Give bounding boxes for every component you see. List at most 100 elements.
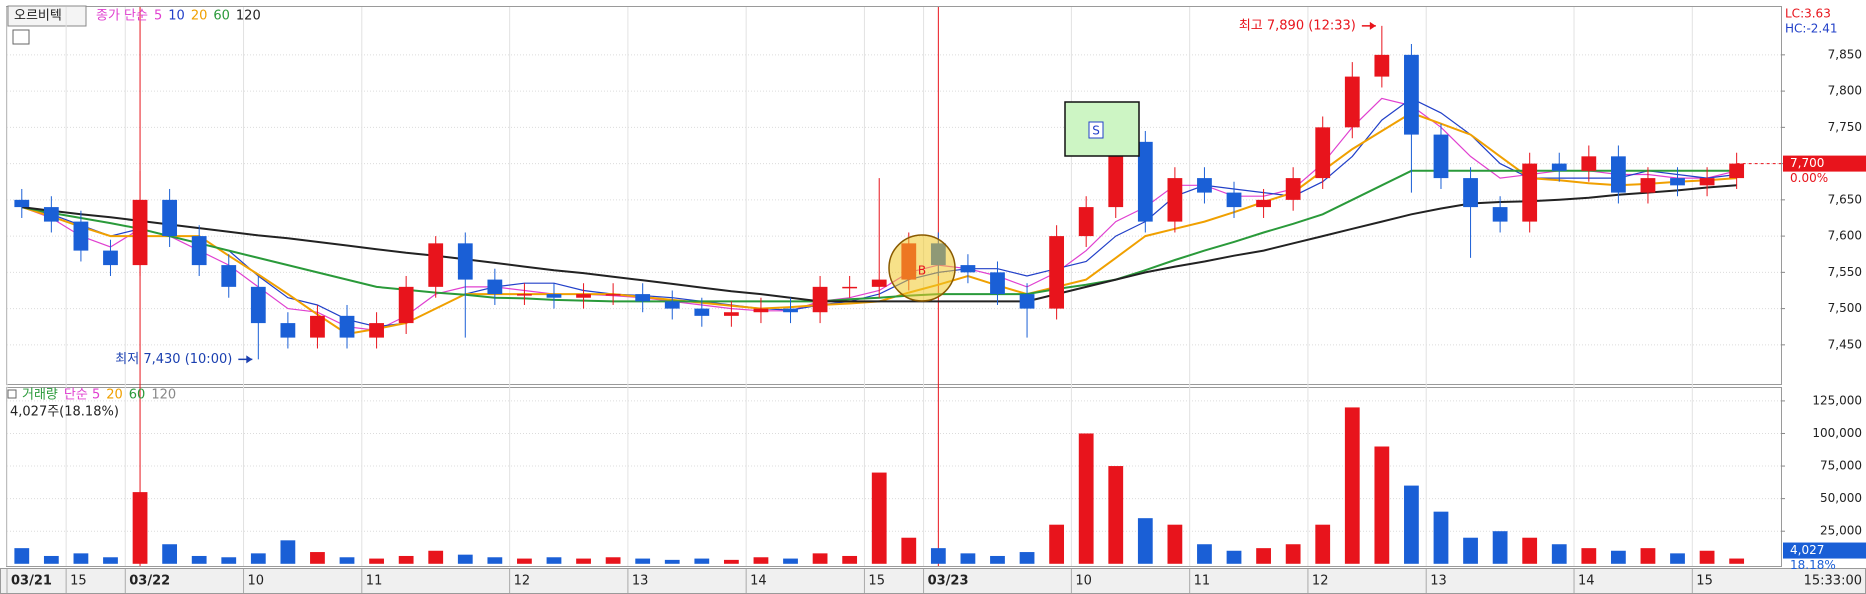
volume-bar (398, 555, 414, 564)
volume-bar (339, 557, 355, 564)
annotation: 최저 7,430 (10:00) (115, 352, 232, 367)
volume-bar (1670, 553, 1685, 564)
annotation: 최고 7,890 (12:33) (1239, 18, 1356, 33)
candle-body (1581, 156, 1597, 171)
candle-body (871, 279, 887, 287)
volume-bar (1167, 524, 1183, 564)
volume-bar (1374, 446, 1390, 564)
legend-item: 120 (236, 9, 261, 24)
grid-toggle[interactable] (12, 29, 30, 45)
legend-item: 20 (106, 388, 123, 403)
x-tick-label: 15 (1696, 574, 1713, 589)
legend-item: 120 (151, 388, 176, 403)
candle-body (1610, 156, 1626, 193)
candle-body (1404, 54, 1419, 135)
buy-signal: B (918, 264, 926, 278)
volume-bar (1581, 548, 1597, 564)
candle-body (694, 308, 710, 316)
volume-bar (1256, 548, 1271, 564)
stock-name[interactable]: 오르비텍 (14, 9, 62, 24)
volume-bar (1226, 550, 1242, 564)
candle-body (103, 250, 118, 266)
x-tick-label: 12 (1312, 574, 1329, 589)
candle-body (753, 308, 769, 313)
legend-item: 단순 5 (64, 388, 100, 403)
volume-bar (1522, 537, 1538, 564)
x-tick-label: 10 (1075, 574, 1092, 589)
volume-bar (1137, 518, 1153, 564)
volume-bar (280, 540, 296, 564)
candle-body (1078, 207, 1094, 237)
candle-body (280, 323, 296, 338)
y-tick-label: 100,000 (1812, 426, 1862, 440)
volume-bar (871, 472, 887, 564)
volume-bar (1729, 558, 1745, 564)
y-tick-label: 75,000 (1820, 459, 1862, 473)
x-tick-label: 15 (868, 574, 885, 589)
volume-bar (1433, 511, 1449, 564)
volume-bar (457, 554, 473, 564)
legend-item: 종가 단순 (96, 9, 148, 24)
volume-summary: 4,027주(18.18%) (10, 405, 119, 420)
y-tick-label: 7,600 (1828, 229, 1862, 243)
candle-body (1285, 178, 1301, 200)
x-tick-label: 13 (1430, 574, 1447, 589)
candle-body (1729, 163, 1745, 179)
time-axis (0, 568, 1866, 594)
candle-body (132, 199, 148, 266)
volume-bar (723, 559, 739, 564)
candle-body (1670, 178, 1685, 186)
candle-body (664, 301, 680, 309)
candle-body (842, 286, 858, 289)
candle-body (960, 265, 976, 273)
x-tick-label: 14 (1578, 574, 1595, 589)
volume-bar (1640, 548, 1656, 564)
candle-body (605, 294, 621, 296)
y-tick-label: 25,000 (1820, 524, 1862, 538)
last-volume-tag (1783, 542, 1866, 559)
candle-body (517, 294, 532, 296)
volume-bar (103, 557, 118, 564)
candle-body (73, 221, 89, 251)
candle-body (1019, 294, 1035, 309)
x-tick-label: 10 (248, 574, 265, 589)
y-tick-label: 7,550 (1828, 265, 1862, 279)
candle-body (14, 199, 30, 208)
y-tick-label: 7,450 (1828, 337, 1862, 351)
change-label: 0.00% (1790, 171, 1828, 185)
candle-body (250, 286, 266, 324)
arrow-head (1369, 21, 1376, 30)
candle-body (1315, 127, 1331, 179)
volume-bar (162, 544, 178, 564)
volume-bar (221, 557, 237, 564)
x-tick-label: 03/22 (129, 574, 170, 589)
y-tick-label: 7,800 (1828, 84, 1862, 98)
y-tick-label: 7,650 (1828, 192, 1862, 206)
candle-body (1344, 76, 1360, 128)
legend-item: 60 (213, 9, 230, 24)
volume-bar (753, 557, 769, 564)
volume-bar (1492, 531, 1508, 564)
buy-signal-circle (888, 234, 956, 302)
volume-bar (1285, 544, 1301, 564)
volume-bar (43, 555, 59, 564)
candle-body (162, 199, 178, 237)
candle-body (1551, 163, 1567, 171)
candle-body (723, 312, 739, 316)
lc-label: LC:3.63 (1785, 7, 1831, 21)
arrow-head (246, 355, 253, 364)
volume-bar (990, 555, 1005, 564)
candle-body (1699, 178, 1715, 186)
candle-body (783, 308, 798, 313)
volume-bar (576, 558, 591, 564)
candle-body (487, 279, 503, 295)
candle-body (369, 323, 384, 338)
volume-bar (1699, 550, 1715, 564)
volume-ratio: 18.18% (1790, 558, 1836, 572)
hc-label: HC:-2.41 (1785, 22, 1838, 36)
y-tick-label: 125,000 (1812, 393, 1862, 407)
x-tick-label: 11 (366, 574, 383, 589)
volume-bar (428, 550, 444, 564)
candle-body (1256, 199, 1271, 208)
volume-bar (783, 558, 798, 564)
